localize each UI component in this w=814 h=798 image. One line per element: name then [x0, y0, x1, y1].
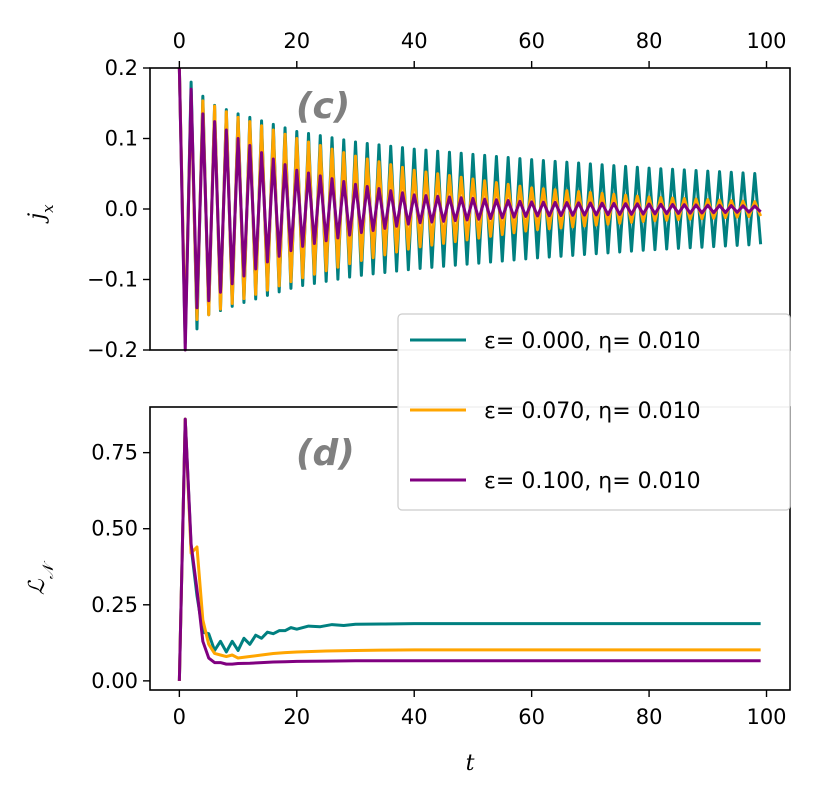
panel-c-top-x-tick-label: 40	[401, 29, 428, 53]
panel-c-top-x-tick-label: 0	[173, 29, 186, 53]
panel-c-lines	[177, 67, 763, 352]
panel-c: 0 20 40 60 80 100 −0.2 −0.1 0.0 0.1 0.2 (c) jx	[25, 29, 791, 362]
panel-d-x-tick-label: 80	[636, 705, 663, 729]
legend-entry-label: ε= 0.100, η= 0.010	[484, 469, 701, 494]
panel-d-x-tick-label: 0	[173, 705, 186, 729]
panel-c-top-x-tick-label: 20	[283, 29, 310, 53]
panel-c-label: (c)	[296, 86, 350, 127]
panel-d-x-ticks: 0 20 40 60 80 100	[173, 690, 787, 729]
panel-d-series-line-0	[177, 417, 761, 681]
legend-entry-label: ε= 0.070, η= 0.010	[484, 399, 701, 424]
panel-d-x-tick-label: 60	[518, 705, 545, 729]
panel-d-label: (d)	[296, 433, 355, 474]
panel-c-series-line-2	[177, 67, 762, 352]
panel-c-top-x-tick-label: 100	[746, 29, 786, 53]
panel-d: 0 20 40 60 80 100 0.00 0.25 0.50 0.75 (d) t ℒ𝒩	[25, 406, 791, 776]
panel-c-y-tick-label: 0.2	[105, 56, 138, 80]
panel-d-x-tick-label: 40	[401, 705, 428, 729]
legend-entry-label: ε= 0.000, η= 0.010	[484, 329, 701, 354]
panel-c-y-tick-label: −0.2	[87, 338, 138, 362]
panel-d-y-tick-label: 0.00	[91, 669, 138, 693]
panel-d-lines	[177, 417, 761, 681]
panel-d-y-axis-label: ℒ𝒩	[25, 560, 57, 595]
panel-d-x-axis-label: t	[466, 751, 475, 776]
panel-d-series-line-1	[177, 417, 761, 681]
legend: ε= 0.000, η= 0.010 ε= 0.070, η= 0.010 ε= 0…	[397, 313, 791, 511]
panel-c-y-tick-label: 0.0	[105, 197, 138, 221]
panel-d-series-line-2	[177, 417, 761, 681]
panel-d-y-tick-label: 0.50	[91, 517, 138, 541]
panel-c-y-axis-label: jx	[25, 204, 57, 225]
legend-box	[397, 313, 791, 511]
panel-d-x-tick-label: 100	[746, 705, 786, 729]
panel-c-y-ticks: −0.2 −0.1 0.0 0.1 0.2	[87, 56, 150, 362]
panel-c-y-tick-label: −0.1	[87, 268, 138, 292]
panel-c-top-x-tick-label: 80	[636, 29, 663, 53]
panel-d-y-tick-label: 0.25	[91, 593, 138, 617]
panel-c-top-x-ticks: 0 20 40 60 80 100	[173, 29, 787, 68]
panel-d-y-tick-label: 0.75	[91, 441, 138, 465]
panel-d-x-tick-label: 20	[283, 705, 310, 729]
panel-c-y-tick-label: 0.1	[105, 127, 138, 151]
panel-d-y-ticks: 0.00 0.25 0.50 0.75	[91, 441, 150, 693]
panel-c-top-x-tick-label: 60	[518, 29, 545, 53]
